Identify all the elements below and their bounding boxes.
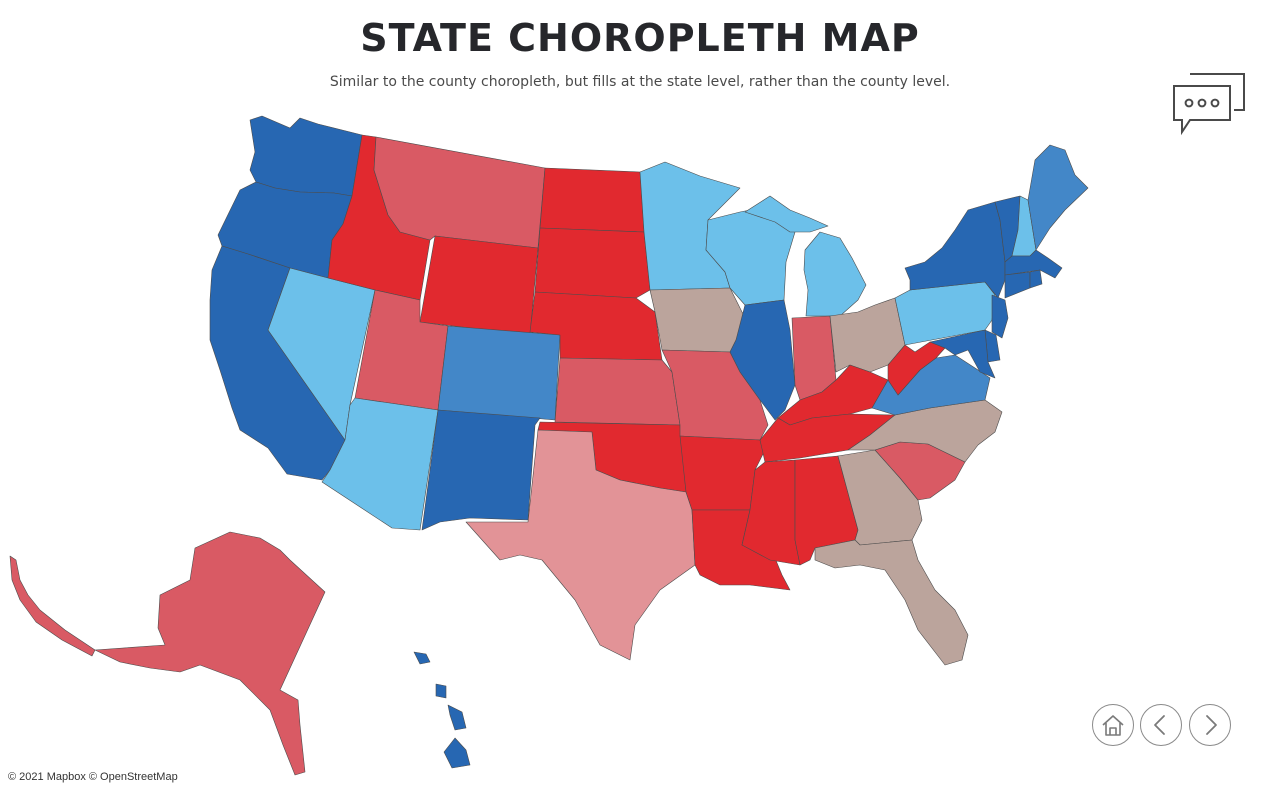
state-hawaii-oahu[interactable] <box>435 683 447 699</box>
home-button[interactable] <box>1092 704 1134 746</box>
state-connecticut[interactable] <box>1004 271 1031 299</box>
state-michigan-upper[interactable] <box>744 195 829 233</box>
state-arizona[interactable] <box>321 397 439 531</box>
home-icon <box>1102 715 1124 736</box>
chevron-right-icon <box>1206 715 1217 735</box>
state-texas[interactable] <box>465 429 696 661</box>
back-button[interactable] <box>1140 704 1182 746</box>
state-new-jersey[interactable] <box>991 294 1009 339</box>
speech-bubbles-icon <box>1173 73 1245 136</box>
state-maryland[interactable] <box>929 329 996 379</box>
state-alaska[interactable] <box>94 531 326 776</box>
state-iowa[interactable] <box>649 287 746 353</box>
page-subtitle: Similar to the county choropleth, but fi… <box>329 74 951 90</box>
comments-button[interactable] <box>1170 72 1248 136</box>
state-massachusetts[interactable] <box>1004 249 1063 279</box>
state-washington[interactable] <box>249 115 363 197</box>
state-west-virginia[interactable] <box>887 341 946 396</box>
state-kansas[interactable] <box>554 357 681 426</box>
state-north-dakota[interactable] <box>539 167 645 233</box>
state-wyoming[interactable] <box>419 235 539 336</box>
state-maine[interactable] <box>1027 144 1089 251</box>
state-new-mexico[interactable] <box>421 409 541 531</box>
chevron-left-icon <box>1154 715 1165 735</box>
state-new-york[interactable] <box>904 201 1006 299</box>
state-florida[interactable] <box>814 539 969 666</box>
state-montana[interactable] <box>373 136 546 249</box>
map-attribution: © 2021 Mapbox © OpenStreetMap <box>8 771 178 783</box>
state-rhode-island[interactable] <box>1029 269 1043 289</box>
state-alaska-islands[interactable] <box>9 555 96 657</box>
state-michigan-lower[interactable] <box>803 231 867 317</box>
state-hawaii-big[interactable] <box>443 737 471 769</box>
state-south-dakota[interactable] <box>534 227 651 299</box>
page-title: STATE CHOROPLETH MAP <box>360 16 920 60</box>
forward-button[interactable] <box>1189 704 1231 746</box>
state-colorado[interactable] <box>437 325 561 421</box>
state-hawaii-maui[interactable] <box>447 704 467 731</box>
state-illinois[interactable] <box>729 299 796 421</box>
state-hawaii-kauai[interactable] <box>413 651 431 665</box>
